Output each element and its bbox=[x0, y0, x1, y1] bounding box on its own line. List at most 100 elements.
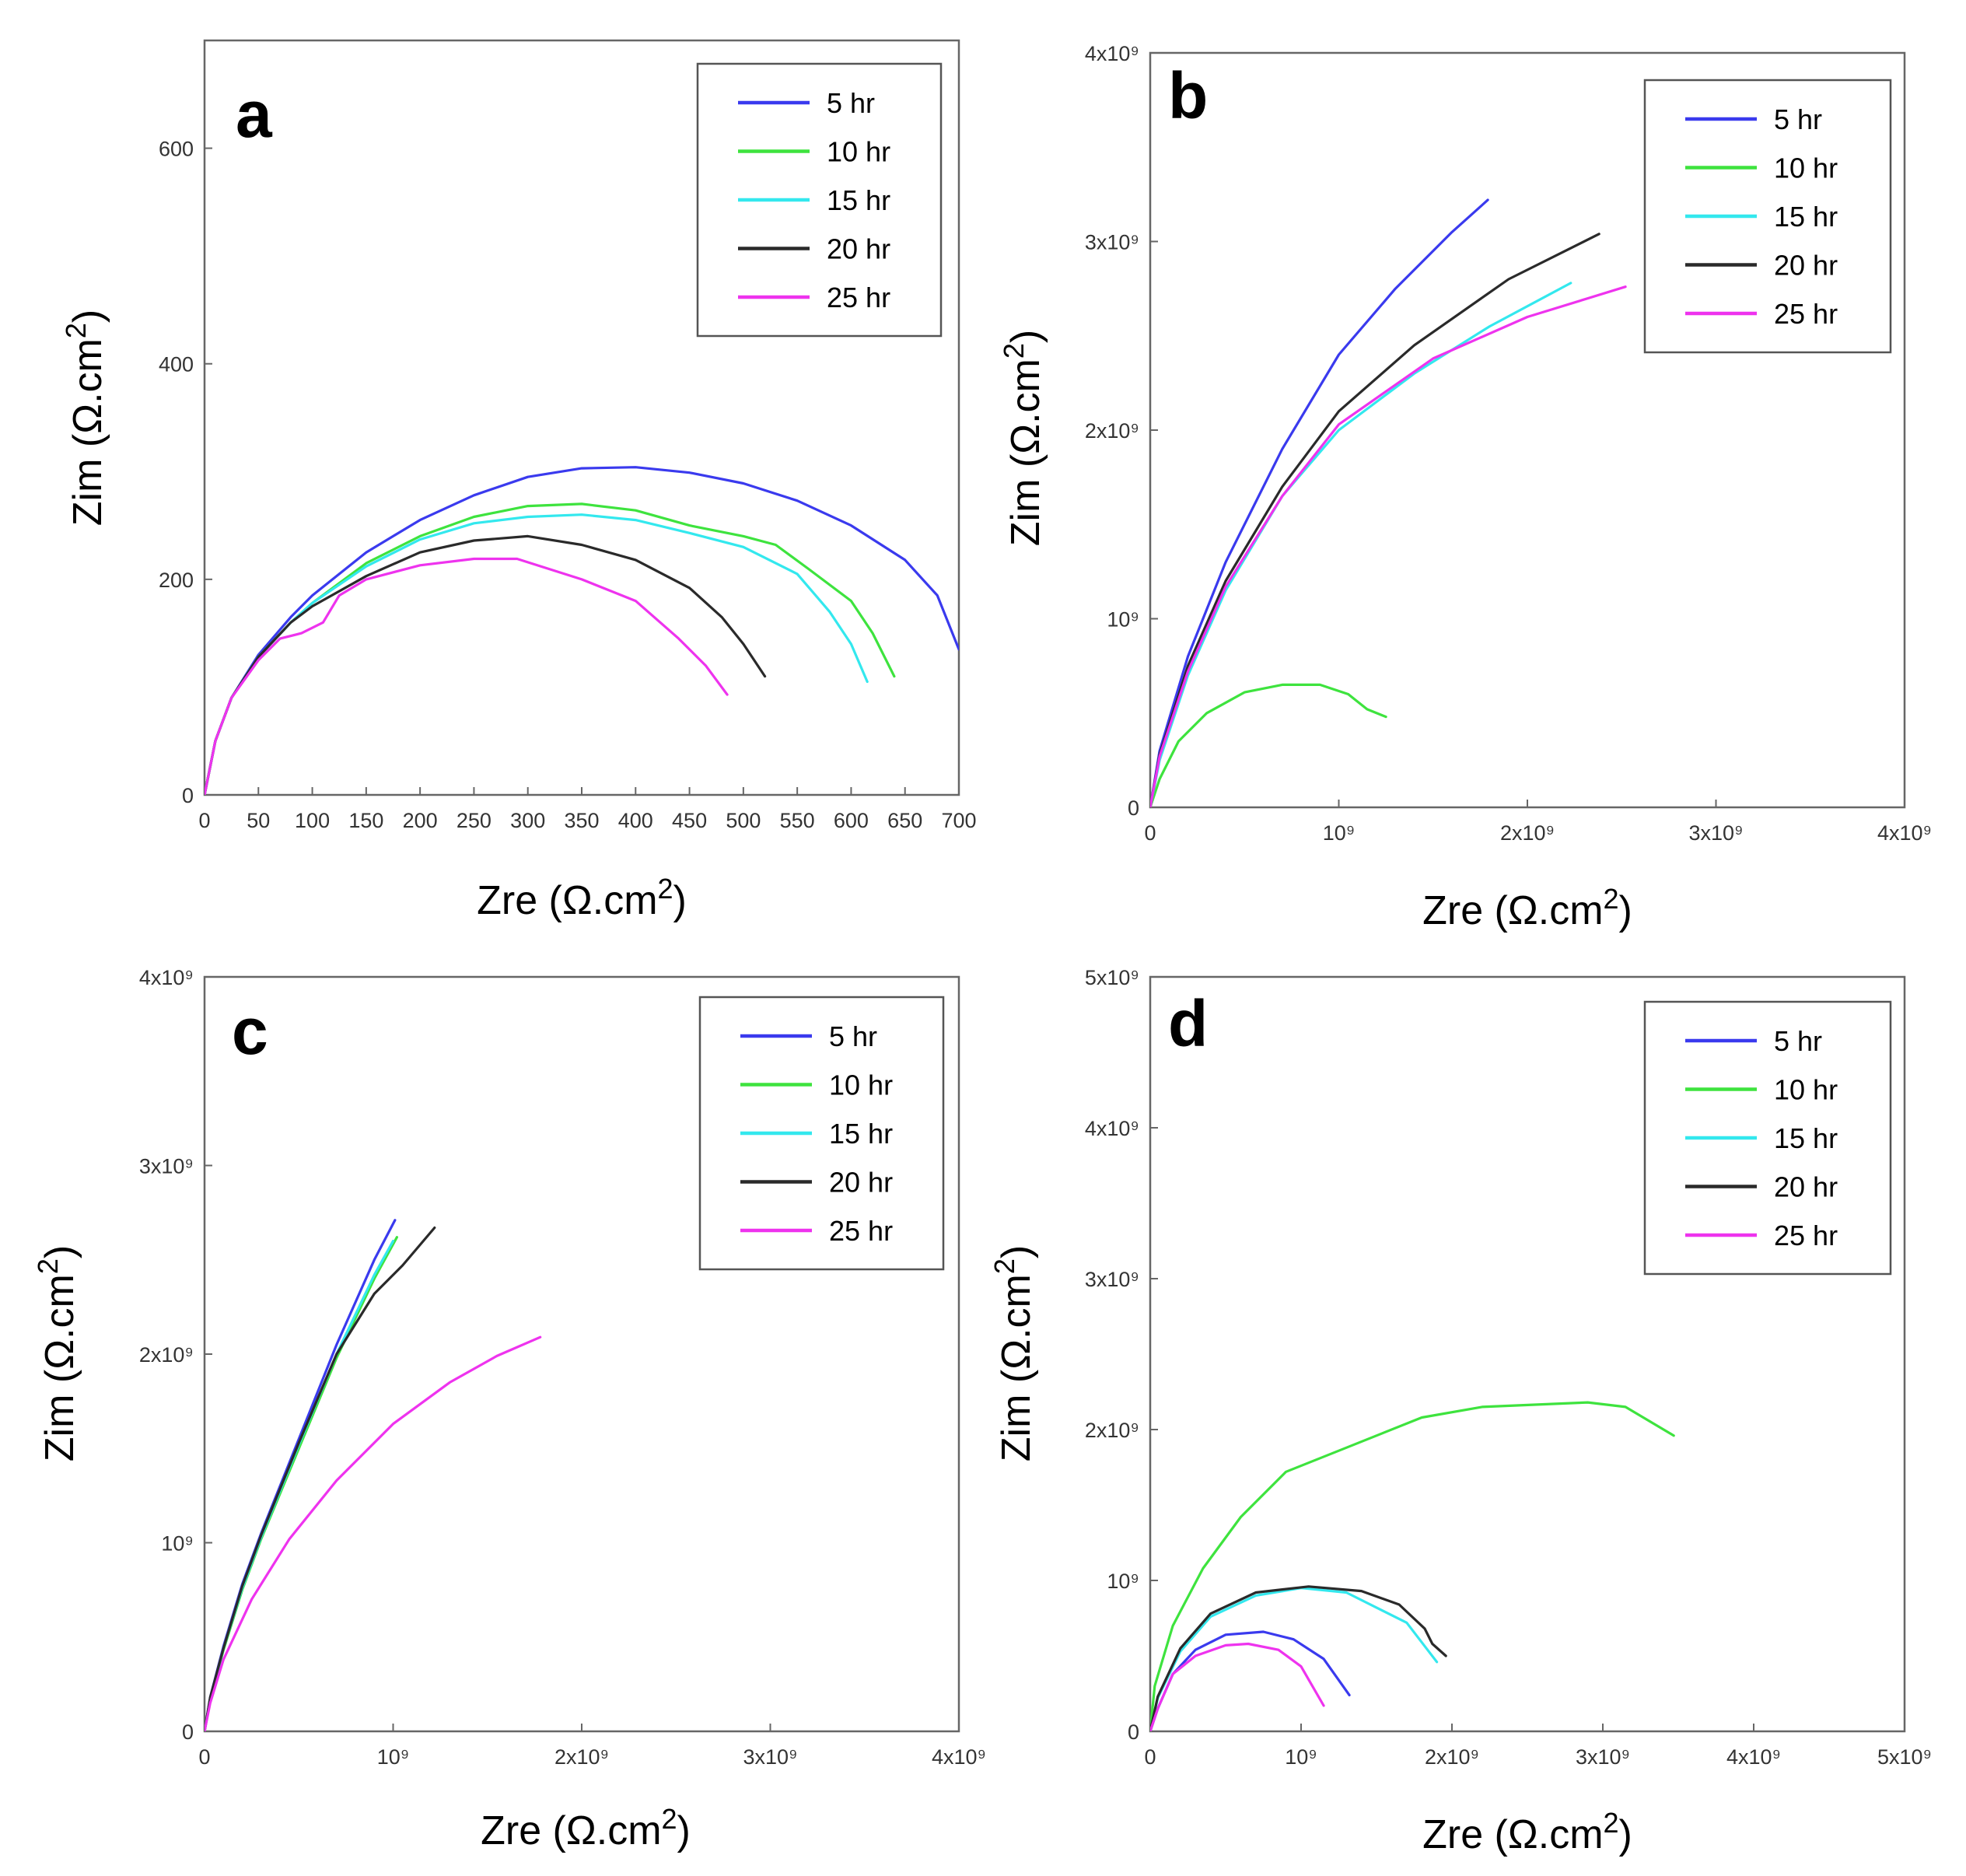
x-tick-label: 600 bbox=[834, 809, 869, 832]
x-tick-label: 10⁹ bbox=[1323, 821, 1356, 845]
x-tick-label: 550 bbox=[780, 809, 815, 832]
x-axis-label: Zre (Ω.cm2) bbox=[1422, 1807, 1632, 1857]
legend: 5 hr 10 hr 15 hr 20 hr 25 hr bbox=[698, 996, 945, 1271]
legend-label: 20 hr bbox=[829, 1167, 893, 1199]
y-tick-label: 4x10⁹ bbox=[1085, 42, 1139, 65]
series-line-25hr bbox=[205, 557, 729, 795]
x-tick-label: 200 bbox=[403, 809, 438, 832]
legend-label: 25 hr bbox=[1774, 298, 1838, 330]
legend-label: 25 hr bbox=[829, 1215, 893, 1247]
y-tick-label: 10⁹ bbox=[161, 1532, 194, 1556]
panel-d: 0 10⁹ 2x10⁹ 3x10⁹ 4x10⁹ 5x10⁹ 0 10⁹ 2x10⁹ 3x10⁹ 4x… bbox=[988, 966, 1932, 1857]
panel-letter: a bbox=[236, 78, 273, 151]
plot-frame bbox=[1149, 975, 1906, 1733]
legend-label: 5 hr bbox=[1774, 103, 1822, 135]
x-tick-label: 10⁹ bbox=[1285, 1745, 1317, 1769]
legend-label: 15 hr bbox=[1774, 1122, 1838, 1154]
y-tick-label: 400 bbox=[159, 353, 194, 376]
legend-label: 15 hr bbox=[1774, 201, 1838, 233]
legend-box bbox=[696, 62, 943, 338]
y-tick-label: 2x10⁹ bbox=[139, 1343, 194, 1367]
series-line-10hr bbox=[1150, 1401, 1675, 1731]
x-tick-label: 4x10⁹ bbox=[1726, 1745, 1781, 1769]
panel-a: 0 50 100 150 200 250 300 350 400 450 500 550 600 650 7… bbox=[60, 39, 977, 923]
y-tick-label: 3x10⁹ bbox=[1085, 1268, 1139, 1291]
x-tick-label: 400 bbox=[618, 809, 653, 832]
legend-label: 25 hr bbox=[1774, 1220, 1838, 1251]
y-tick-label: 10⁹ bbox=[1107, 608, 1139, 632]
y-tick-label: 2x10⁹ bbox=[1085, 419, 1139, 443]
y-tick-label: 3x10⁹ bbox=[1085, 231, 1139, 254]
series-line-25hr bbox=[1150, 285, 1627, 807]
x-tick-label: 650 bbox=[887, 809, 922, 832]
y-tick-label: 3x10⁹ bbox=[139, 1155, 194, 1178]
y-tick-label: 200 bbox=[159, 569, 194, 592]
y-tick-label: 600 bbox=[159, 138, 194, 161]
legend-box bbox=[1643, 1000, 1892, 1276]
series-line-20hr bbox=[205, 1226, 436, 1731]
x-tick-label: 300 bbox=[510, 809, 545, 832]
x-axis-label: Zre (Ω.cm2) bbox=[1422, 883, 1632, 933]
legend-label: 10 hr bbox=[829, 1069, 893, 1101]
x-tick-label: 4x10⁹ bbox=[932, 1745, 986, 1769]
x-tick-label: 250 bbox=[457, 809, 492, 832]
x-tick-label: 50 bbox=[247, 809, 270, 832]
series-line-25hr bbox=[205, 1335, 542, 1731]
x-tick-label: 3x10⁹ bbox=[743, 1745, 797, 1769]
legend: 5 hr 10 hr 15 hr 20 hr 25 hr bbox=[1643, 1000, 1892, 1276]
series-line-10hr bbox=[1150, 683, 1387, 807]
x-tick-label: 100 bbox=[295, 809, 330, 832]
x-axis-label: Zre (Ω.cm2) bbox=[477, 873, 687, 923]
x-axis-label: Zre (Ω.cm2) bbox=[481, 1803, 691, 1853]
y-tick-label: 5x10⁹ bbox=[1085, 966, 1139, 989]
legend-label: 10 hr bbox=[1774, 152, 1838, 184]
series-line-20hr bbox=[1150, 1585, 1447, 1731]
x-tick-label: 2x10⁹ bbox=[1500, 821, 1555, 845]
panel-letter: c bbox=[232, 995, 268, 1068]
panel-letter: b bbox=[1168, 59, 1208, 132]
x-tick-label: 3x10⁹ bbox=[1688, 821, 1743, 845]
x-tick-label: 150 bbox=[348, 809, 383, 832]
legend-label: 20 hr bbox=[827, 233, 890, 265]
x-tick-label: 0 bbox=[198, 809, 210, 832]
x-tick-label: 450 bbox=[672, 809, 707, 832]
x-tick-label: 350 bbox=[564, 809, 599, 832]
legend-label: 20 hr bbox=[1774, 250, 1838, 282]
x-tick-label: 700 bbox=[941, 809, 976, 832]
x-tick-label: 0 bbox=[198, 1745, 210, 1769]
y-tick-label: 4x10⁹ bbox=[139, 966, 194, 989]
legend-label: 25 hr bbox=[827, 282, 890, 313]
y-tick-label: 0 bbox=[1128, 796, 1139, 820]
legend-label: 10 hr bbox=[827, 136, 890, 168]
legend-label: 5 hr bbox=[1774, 1025, 1822, 1057]
panel-c: 0 10⁹ 2x10⁹ 3x10⁹ 4x10⁹ 0 10⁹ 2x10⁹ 3x10⁹ 4x10⁹ Zr… bbox=[32, 966, 986, 1853]
y-tick-label: 0 bbox=[1128, 1720, 1139, 1744]
legend: 5 hr 10 hr 15 hr 20 hr 25 hr bbox=[1643, 79, 1892, 354]
series-line-5hr bbox=[1150, 198, 1489, 807]
legend-label: 15 hr bbox=[827, 184, 890, 216]
legend: 5 hr 10 hr 15 hr 20 hr 25 hr bbox=[696, 62, 943, 338]
x-tick-label: 2x10⁹ bbox=[554, 1745, 609, 1769]
y-axis-label: Zim (Ω.cm2) bbox=[998, 330, 1048, 546]
x-tick-label: 3x10⁹ bbox=[1576, 1745, 1630, 1769]
legend-box bbox=[1643, 79, 1892, 354]
legend-label: 10 hr bbox=[1774, 1074, 1838, 1106]
legend-box bbox=[698, 996, 945, 1271]
legend-label: 5 hr bbox=[829, 1020, 877, 1052]
series-line-25hr bbox=[1150, 1642, 1325, 1731]
x-tick-label: 5x10⁹ bbox=[1877, 1745, 1932, 1769]
legend-label: 20 hr bbox=[1774, 1171, 1838, 1203]
x-tick-label: 500 bbox=[726, 809, 761, 832]
panel-letter: d bbox=[1168, 987, 1208, 1060]
legend-label: 5 hr bbox=[827, 87, 875, 119]
x-tick-label: 0 bbox=[1144, 821, 1156, 845]
series-line-5hr bbox=[205, 466, 959, 795]
y-axis-label: Zim (Ω.cm2) bbox=[60, 310, 110, 526]
y-axis-label: Zim (Ω.cm2) bbox=[988, 1245, 1039, 1461]
legend-label: 15 hr bbox=[829, 1118, 893, 1150]
panel-b: 0 10⁹ 2x10⁹ 3x10⁹ 4x10⁹ 0 10⁹ 2x10⁹ 3x10⁹ 4x10⁹ Zr… bbox=[998, 42, 1932, 933]
x-tick-label: 2x10⁹ bbox=[1425, 1745, 1479, 1769]
x-tick-label: 0 bbox=[1144, 1745, 1156, 1769]
